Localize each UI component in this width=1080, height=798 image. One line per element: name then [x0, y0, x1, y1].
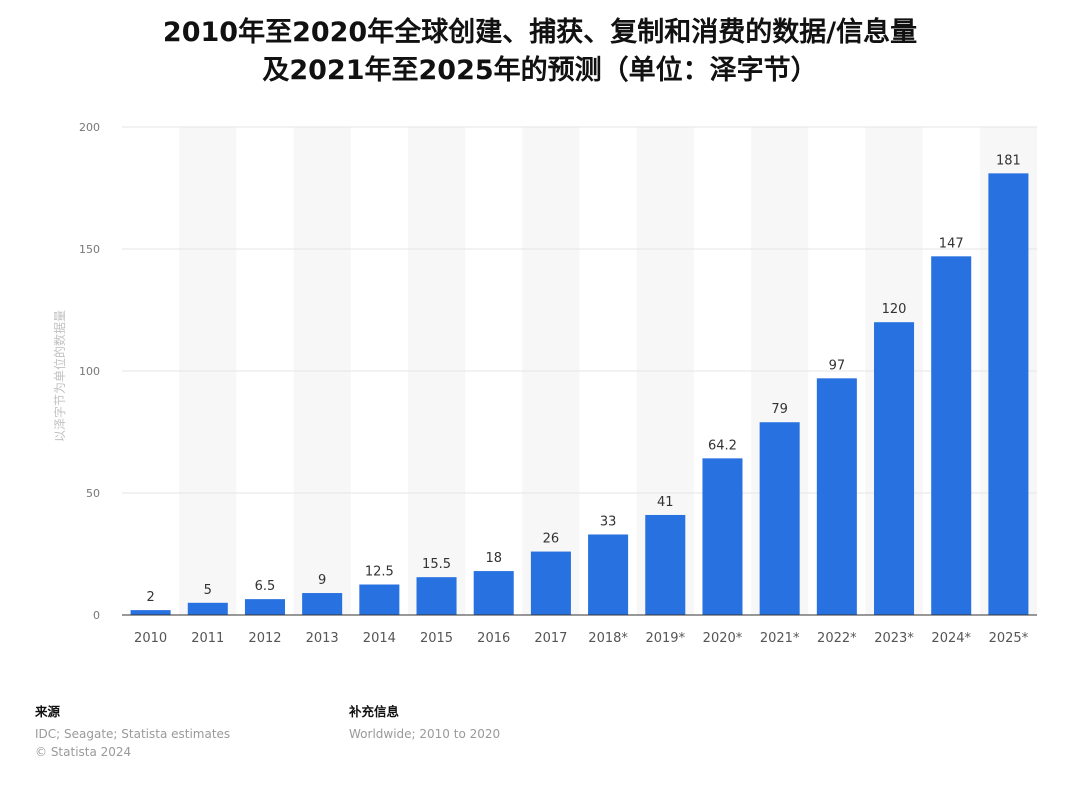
value-label: 33	[600, 514, 617, 529]
bar	[816, 378, 857, 615]
x-tick-label: 2020*	[703, 631, 743, 646]
bar	[530, 551, 571, 615]
source-line: IDC; Seagate; Statista estimates	[35, 727, 231, 741]
bar	[588, 534, 629, 615]
value-label: 18	[485, 551, 502, 566]
x-tick-label: 2024*	[931, 631, 971, 646]
bar	[702, 458, 743, 615]
chart-title: 2010年至2020年全球创建、捕获、复制和消费的数据/信息量 及2021年至2…	[0, 14, 1080, 90]
value-label: 64.2	[708, 438, 737, 453]
source-heading: 来源	[35, 704, 61, 719]
bar-chart: 0 50 100 150 200 以泽字节为单位的数据量 2 5 6.5 9 12.5 15.5 1…	[52, 121, 1037, 646]
value-label: 2	[146, 590, 154, 605]
x-tick-label: 2019*	[645, 631, 685, 646]
y-axis-label: 以泽字节为单位的数据量	[52, 310, 67, 442]
y-tick-label: 200	[79, 121, 100, 134]
chart-title-line-1: 2010年至2020年全球创建、捕获、复制和消费的数据/信息量	[162, 17, 918, 48]
x-tick-label: 2013	[306, 631, 339, 646]
x-tick-label: 2014	[363, 631, 396, 646]
value-label: 97	[829, 358, 846, 373]
additional-info-line: Worldwide; 2010 to 2020	[349, 727, 501, 741]
value-label: 79	[771, 402, 788, 417]
value-label: 147	[939, 236, 964, 251]
copyright-line: © Statista 2024	[35, 745, 132, 759]
value-label: 120	[882, 302, 907, 317]
bar	[187, 602, 228, 615]
bar	[416, 577, 457, 615]
y-tick-label: 150	[79, 243, 100, 256]
bar	[988, 173, 1029, 616]
x-tick-label: 2025*	[989, 631, 1029, 646]
bar	[302, 593, 343, 615]
x-tick-label: 2016	[477, 631, 510, 646]
y-tick-label: 50	[86, 487, 100, 500]
x-tick-label: 2010	[134, 631, 167, 646]
value-label: 12.5	[365, 565, 394, 580]
x-tick-label: 2012	[248, 631, 281, 646]
value-label: 26	[543, 532, 560, 547]
x-tick-label: 2022*	[817, 631, 857, 646]
y-tick-label: 0	[93, 609, 100, 622]
x-tick-label: 2021*	[760, 631, 800, 646]
y-tick-label: 100	[79, 365, 100, 378]
value-label: 181	[996, 153, 1021, 168]
additional-info-heading: 补充信息	[349, 704, 400, 719]
bar	[473, 571, 514, 615]
bars	[130, 173, 1029, 616]
x-tick-label: 2011	[191, 631, 224, 646]
bar	[359, 584, 400, 615]
bar	[130, 610, 171, 615]
value-label: 5	[204, 583, 212, 598]
bar	[645, 514, 686, 615]
additional-info-section: 补充信息 Worldwide; 2010 to 2020	[349, 703, 500, 743]
value-label: 9	[318, 573, 326, 588]
x-tick-label: 2023*	[874, 631, 914, 646]
bar	[759, 422, 800, 615]
x-axis-ticks: 2010 2011 2012 2013 2014 2015 2016 2017 2018* 201…	[134, 631, 1029, 646]
x-tick-label: 2017	[534, 631, 567, 646]
bar	[244, 599, 285, 615]
value-label: 15.5	[422, 557, 451, 572]
value-label: 6.5	[255, 579, 276, 594]
bar	[874, 322, 915, 615]
source-section: 来源 IDC; Seagate; Statista estimates © St…	[35, 703, 230, 761]
x-tick-label: 2018*	[588, 631, 628, 646]
value-labels: 2 5 6.5 9 12.5 15.5 18 26 33 41 64.2 79 97 120 147 181	[146, 153, 1020, 605]
bar	[931, 256, 972, 615]
value-label: 41	[657, 495, 674, 510]
x-tick-label: 2015	[420, 631, 453, 646]
y-axis-ticks: 0 50 100 150 200	[79, 121, 100, 622]
chart-title-line-2: 及2021年至2025年的预测（单位：泽字节）	[262, 55, 818, 86]
